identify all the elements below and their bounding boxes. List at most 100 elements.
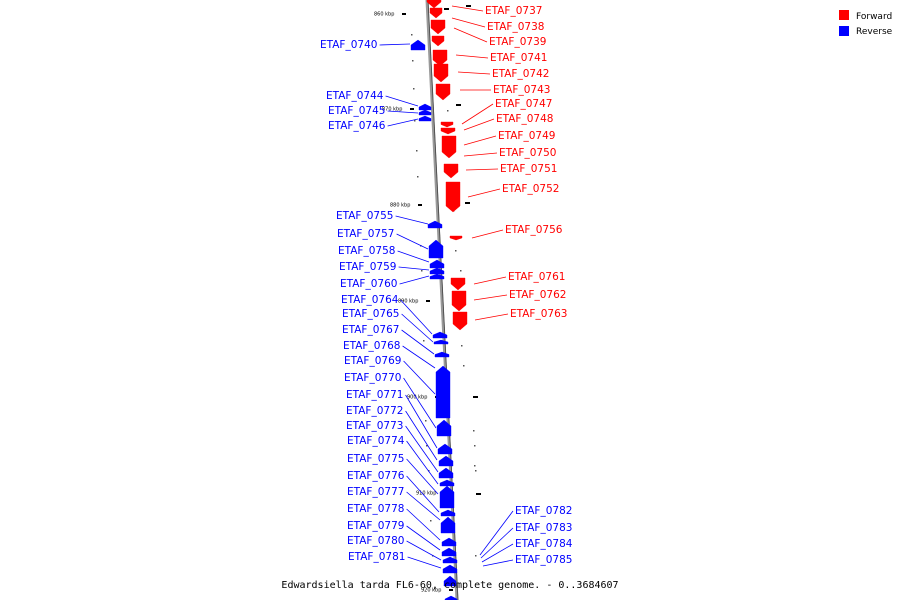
gene-block[interactable] bbox=[426, 0, 442, 9]
gene-block[interactable] bbox=[429, 259, 445, 269]
gene-label-reverse[interactable]: ETAF_0740 bbox=[320, 39, 377, 51]
gene-block[interactable] bbox=[443, 575, 457, 587]
gene-block[interactable] bbox=[434, 351, 450, 358]
gene-label-reverse[interactable]: ETAF_0778 bbox=[347, 503, 404, 515]
gene-label-reverse[interactable]: ETAF_0782 bbox=[515, 505, 572, 517]
gene-block[interactable] bbox=[432, 49, 448, 67]
gene-block[interactable] bbox=[450, 277, 466, 291]
gene-label-forward[interactable]: ETAF_0762 bbox=[509, 289, 566, 301]
gene-block[interactable] bbox=[433, 63, 449, 83]
gene-block[interactable] bbox=[443, 163, 459, 179]
gene-leader-line bbox=[406, 458, 439, 495]
gene-leader-line bbox=[387, 118, 419, 127]
gene-label-reverse[interactable]: ETAF_0774 bbox=[347, 435, 405, 447]
gene-block[interactable] bbox=[418, 103, 432, 111]
gene-block[interactable] bbox=[418, 115, 432, 122]
gene-label-reverse[interactable]: ETAF_0777 bbox=[347, 486, 404, 498]
gene-block[interactable] bbox=[429, 7, 443, 19]
gene-label-reverse[interactable]: ETAF_0783 bbox=[515, 522, 572, 534]
gene-block[interactable] bbox=[428, 239, 444, 259]
gene-label-reverse[interactable]: ETAF_0765 bbox=[342, 308, 399, 320]
gene-label-reverse[interactable]: ETAF_0755 bbox=[336, 210, 393, 222]
track-mark bbox=[444, 8, 449, 10]
gene-label-forward[interactable]: ETAF_0748 bbox=[496, 113, 553, 125]
gene-label-forward[interactable]: ETAF_0738 bbox=[487, 21, 544, 33]
gene-label-reverse[interactable]: ETAF_0779 bbox=[347, 520, 404, 532]
gene-leader-line bbox=[451, 5, 484, 12]
gene-label-forward[interactable]: ETAF_0763 bbox=[510, 308, 567, 320]
gene-block[interactable] bbox=[449, 235, 463, 241]
gene-block[interactable] bbox=[442, 564, 458, 574]
gene-label-reverse[interactable]: ETAF_0780 bbox=[347, 535, 404, 547]
gene-block[interactable] bbox=[438, 467, 454, 479]
gene-label-forward[interactable]: ETAF_0743 bbox=[493, 84, 550, 96]
gene-label-forward[interactable]: ETAF_0747 bbox=[495, 98, 552, 110]
gene-label-forward[interactable]: ETAF_0741 bbox=[490, 52, 547, 64]
gene-label-reverse[interactable]: ETAF_0746 bbox=[328, 120, 386, 132]
gene-block[interactable] bbox=[436, 419, 452, 437]
gene-label-reverse[interactable]: ETAF_0776 bbox=[347, 470, 405, 482]
gene-leader-line bbox=[481, 543, 514, 563]
gene-label-reverse[interactable]: ETAF_0773 bbox=[346, 420, 403, 432]
gene-block[interactable] bbox=[435, 365, 451, 419]
gene-block[interactable] bbox=[440, 516, 456, 534]
gene-label-forward[interactable]: ETAF_0751 bbox=[500, 163, 557, 175]
gene-label-forward[interactable]: ETAF_0749 bbox=[498, 130, 555, 142]
gene-block[interactable] bbox=[431, 35, 445, 47]
gene-label-reverse[interactable]: ETAF_0772 bbox=[346, 405, 403, 417]
gene-block[interactable] bbox=[429, 273, 445, 280]
gene-label-forward[interactable]: ETAF_0752 bbox=[502, 183, 559, 195]
gene-block[interactable] bbox=[438, 455, 454, 467]
gene-label-forward[interactable]: ETAF_0742 bbox=[492, 68, 549, 80]
gene-label-reverse[interactable]: ETAF_0768 bbox=[343, 340, 400, 352]
gene-label-reverse[interactable]: ETAF_0770 bbox=[344, 372, 401, 384]
gene-block[interactable] bbox=[418, 109, 432, 116]
gene-block[interactable] bbox=[432, 331, 448, 339]
gene-label-reverse[interactable]: ETAF_0785 bbox=[515, 554, 572, 566]
gene-block[interactable] bbox=[410, 39, 426, 51]
gene-block[interactable] bbox=[442, 556, 458, 564]
gene-block[interactable] bbox=[427, 220, 443, 229]
gene-label-forward[interactable]: ETAF_0750 bbox=[499, 147, 556, 159]
gene-leader-line bbox=[467, 188, 501, 198]
gene-label-reverse[interactable]: ETAF_0760 bbox=[340, 278, 397, 290]
gene-leader-line bbox=[482, 559, 514, 567]
gene-block[interactable] bbox=[441, 547, 457, 557]
gene-label-reverse[interactable]: ETAF_0757 bbox=[337, 228, 394, 240]
gene-leader-line bbox=[480, 527, 514, 559]
gene-block[interactable] bbox=[440, 121, 454, 128]
gene-label-reverse[interactable]: ETAF_0744 bbox=[326, 90, 384, 102]
gene-label-reverse[interactable]: ETAF_0745 bbox=[328, 105, 385, 117]
gene-label-reverse[interactable]: ETAF_0759 bbox=[339, 261, 396, 273]
gene-leader-line bbox=[474, 313, 509, 321]
gene-label-reverse[interactable]: ETAF_0764 bbox=[341, 294, 399, 306]
gene-leader-line bbox=[463, 152, 498, 157]
gene-block[interactable] bbox=[441, 537, 457, 547]
gene-label-reverse[interactable]: ETAF_0767 bbox=[342, 324, 399, 336]
gene-block[interactable] bbox=[439, 485, 455, 509]
gene-label-forward[interactable]: ETAF_0756 bbox=[505, 224, 563, 236]
gene-block[interactable] bbox=[445, 181, 461, 213]
gene-label-reverse[interactable]: ETAF_0769 bbox=[344, 355, 401, 367]
gene-label-reverse[interactable]: ETAF_0784 bbox=[515, 538, 573, 550]
gene-leader-line bbox=[401, 313, 434, 343]
tick-label: 870 kbp bbox=[382, 107, 402, 113]
gene-block[interactable] bbox=[452, 311, 468, 331]
gene-label-forward[interactable]: ETAF_0761 bbox=[508, 271, 565, 283]
gene-label-forward[interactable]: ETAF_0737 bbox=[485, 5, 542, 17]
gene-block[interactable] bbox=[441, 135, 457, 159]
gene-label-reverse[interactable]: ETAF_0781 bbox=[348, 551, 405, 563]
gene-block[interactable] bbox=[435, 83, 451, 101]
gene-block[interactable] bbox=[437, 443, 453, 455]
gene-label-reverse[interactable]: ETAF_0775 bbox=[347, 453, 404, 465]
gene-block[interactable] bbox=[451, 290, 467, 312]
gene-block[interactable] bbox=[440, 127, 456, 135]
gene-block[interactable] bbox=[440, 509, 456, 517]
gene-label-reverse[interactable]: ETAF_0758 bbox=[338, 245, 395, 257]
gene-leader-line bbox=[400, 299, 433, 335]
gene-label-forward[interactable]: ETAF_0739 bbox=[489, 36, 546, 48]
gene-label-reverse[interactable]: ETAF_0771 bbox=[346, 389, 403, 401]
gene-block[interactable] bbox=[430, 19, 446, 35]
gene-block[interactable] bbox=[433, 339, 449, 345]
gene-block[interactable] bbox=[444, 595, 458, 600]
